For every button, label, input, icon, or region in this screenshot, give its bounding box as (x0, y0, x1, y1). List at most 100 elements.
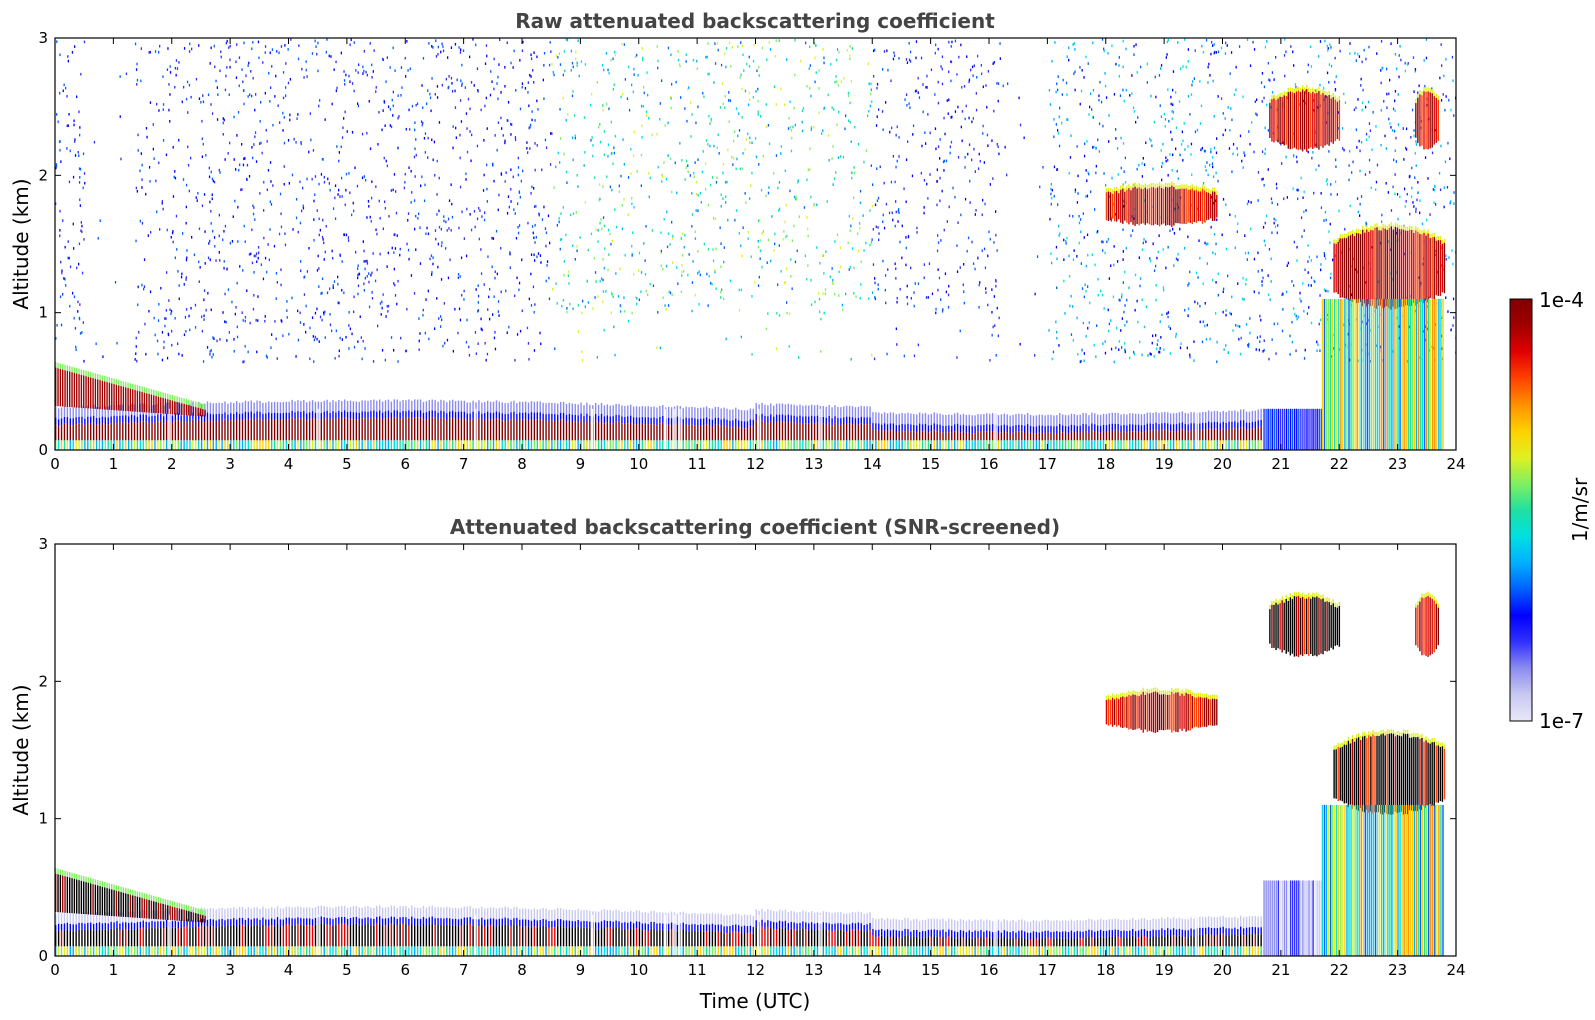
noise-speck (960, 43, 962, 47)
bl-core (136, 423, 139, 441)
noise-speck (1361, 108, 1363, 112)
bl-halo (422, 401, 425, 413)
noise-speck (818, 111, 820, 115)
noise-speck (1111, 176, 1113, 180)
noise-speck (757, 87, 759, 91)
bl-base (831, 440, 833, 450)
noise-speck (748, 55, 750, 59)
noise-speck (203, 289, 206, 292)
noise-speck (618, 184, 620, 188)
bl-halo (697, 408, 699, 420)
noise-speck (854, 125, 856, 129)
bl-edge (276, 413, 279, 420)
bl-core (387, 417, 390, 441)
bl-core (323, 418, 325, 441)
noise-speck (905, 263, 907, 267)
noise-speck (1166, 53, 1168, 56)
bl-core (764, 422, 766, 441)
noise-speck (740, 335, 742, 339)
noise-speck (210, 308, 212, 312)
noise-speck (886, 49, 888, 53)
noise-speck (62, 293, 64, 296)
noise-speck (158, 109, 160, 112)
noise-speck (594, 296, 596, 299)
noise-speck (971, 65, 974, 69)
noise-speck (991, 311, 993, 314)
noise-speck (669, 291, 672, 295)
noise-speck (786, 311, 788, 315)
noise-speck (333, 280, 336, 283)
bl-halo (238, 402, 241, 414)
noise-speck (1236, 147, 1238, 150)
noise-speck (1380, 69, 1382, 72)
noise-speck (709, 144, 711, 148)
noise-speck (874, 296, 876, 299)
noise-speck (322, 218, 324, 222)
noise-speck (251, 228, 253, 232)
noise-speck (528, 104, 530, 108)
noise-speck (617, 295, 620, 298)
noise-speck (576, 249, 578, 253)
noise-speck (191, 236, 193, 239)
noise-speck (1058, 224, 1060, 228)
noise-speck (1356, 146, 1358, 149)
noise-speck (189, 328, 191, 332)
noise-speck (957, 221, 959, 224)
bl-core (542, 420, 544, 441)
bl-core (831, 425, 833, 441)
bl-edge (948, 425, 950, 433)
noise-speck (981, 249, 983, 252)
noise-speck (79, 303, 81, 306)
bl-base (84, 440, 86, 450)
noise-speck (369, 147, 372, 150)
bl-base (875, 440, 877, 450)
noise-speck (243, 89, 245, 92)
bl-halo (227, 403, 229, 415)
bl-edge (218, 413, 220, 421)
noise-speck (299, 221, 302, 225)
bl-edge (162, 416, 165, 424)
noise-speck (767, 191, 770, 195)
noise-speck (135, 68, 138, 71)
noise-speck (729, 99, 731, 102)
bl-edge (936, 424, 938, 432)
bl-base (629, 440, 632, 450)
noise-speck (213, 337, 215, 340)
noise-speck (157, 319, 160, 322)
bl-base (416, 440, 419, 450)
noise-speck (500, 116, 502, 120)
noise-speck (697, 272, 699, 275)
bl-core (545, 421, 547, 441)
noise-speck (357, 292, 359, 296)
noise-speck (198, 227, 201, 231)
bl-core (486, 418, 489, 441)
bl-halo (542, 402, 544, 414)
noise-speck (165, 317, 167, 320)
bl-edge (784, 415, 787, 423)
bl-core (828, 422, 830, 441)
noise-speck (954, 195, 956, 199)
noise-speck (250, 70, 252, 73)
noise-speck (538, 213, 540, 217)
noise-speck (744, 148, 746, 151)
bl-base (589, 440, 591, 450)
bl-core (895, 432, 897, 441)
noise-speck (399, 253, 401, 257)
noise-speck (491, 162, 494, 166)
noise-speck (379, 302, 382, 305)
bl-edge (737, 420, 740, 428)
noise-speck (583, 116, 586, 119)
bl-base (95, 440, 98, 450)
noise-speck (793, 106, 795, 110)
noise-speck (527, 91, 529, 94)
noise-speck (500, 247, 502, 250)
noise-speck (353, 209, 355, 213)
noise-speck (1307, 284, 1310, 287)
noise-speck (703, 242, 705, 246)
noise-speck (363, 249, 365, 253)
bl-halo (787, 403, 790, 415)
bl-core (174, 420, 177, 441)
noise-speck (1438, 172, 1441, 175)
noise-speck (517, 202, 519, 205)
bl-halo (551, 402, 553, 414)
